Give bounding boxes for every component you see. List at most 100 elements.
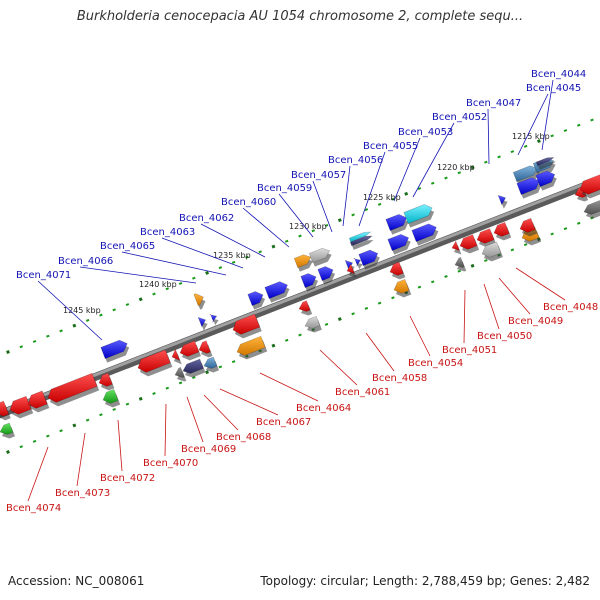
gene-label-bcen_4057[interactable]: Bcen_4057 bbox=[291, 170, 346, 181]
gene-label-bcen_4060[interactable]: Bcen_4060 bbox=[221, 197, 276, 208]
reverse-gene[interactable] bbox=[47, 372, 98, 403]
reverse-leader-line bbox=[186, 396, 204, 443]
outer-tick bbox=[46, 334, 50, 338]
reverse-gene[interactable] bbox=[389, 261, 404, 276]
reverse-gene[interactable] bbox=[393, 278, 410, 294]
gene-label-bcen_4045[interactable]: Bcen_4045 bbox=[526, 83, 581, 94]
forward-gene[interactable] bbox=[535, 157, 555, 167]
gene-label-bcen_4070[interactable]: Bcen_4070 bbox=[143, 458, 198, 469]
forward-gene[interactable] bbox=[100, 339, 128, 359]
gene-label-bcen_4048[interactable]: Bcen_4048 bbox=[543, 302, 598, 313]
summary-text: Topology: circular; Length: 2,788,459 bp… bbox=[260, 574, 590, 588]
gene-label-bcen_4058[interactable]: Bcen_4058 bbox=[372, 373, 427, 384]
forward-gene[interactable] bbox=[348, 231, 372, 243]
inner-tick bbox=[59, 429, 63, 433]
reverse-gene[interactable] bbox=[583, 200, 600, 215]
gene-label-bcen_4067[interactable]: Bcen_4067 bbox=[256, 417, 311, 428]
ruler-labels: 1215 kbp 1220 kbp 1225 kbp 1230 kbp 1235 kbp… bbox=[63, 132, 550, 315]
gene-label-bcen_4050[interactable]: Bcen_4050 bbox=[477, 331, 532, 342]
gene-label-bcen_4054[interactable]: Bcen_4054 bbox=[408, 358, 463, 369]
reverse-leader-line bbox=[219, 388, 279, 416]
ruler-label: 1230 kbp bbox=[289, 222, 327, 231]
forward-leader-line bbox=[242, 207, 290, 248]
reverse-gene[interactable] bbox=[198, 340, 211, 354]
forward-gene[interactable] bbox=[208, 313, 218, 323]
gene-label-bcen_4059[interactable]: Bcen_4059 bbox=[257, 183, 312, 194]
forward-gene[interactable] bbox=[193, 293, 204, 306]
reverse-gene[interactable] bbox=[232, 313, 261, 335]
gene-label-bcen_4061[interactable]: Bcen_4061 bbox=[335, 387, 390, 398]
label-leaders bbox=[27, 79, 566, 502]
reverse-gene[interactable] bbox=[27, 390, 48, 409]
reverse-gene[interactable] bbox=[137, 349, 171, 373]
gene-label-bcen_4056[interactable]: Bcen_4056 bbox=[328, 155, 383, 166]
inner-tick bbox=[205, 370, 210, 375]
gene-labels: Bcen_4044 Bcen_4045 Bcen_4047 Bcen_4052 Bcen… bbox=[6, 69, 598, 514]
inner-tick bbox=[271, 343, 276, 348]
reverse-gene[interactable] bbox=[454, 257, 465, 268]
forward-gene[interactable] bbox=[358, 249, 379, 266]
reverse-gene[interactable] bbox=[481, 241, 502, 258]
forward-gene[interactable] bbox=[497, 194, 507, 206]
gene-label-bcen_4073[interactable]: Bcen_4073 bbox=[55, 488, 110, 499]
forward-gene[interactable] bbox=[535, 170, 556, 187]
reverse-gene[interactable] bbox=[203, 356, 218, 369]
gene-label-bcen_4069[interactable]: Bcen_4069 bbox=[181, 444, 236, 455]
forward-gene[interactable] bbox=[352, 257, 362, 267]
reverse-leader-line bbox=[117, 419, 123, 472]
forward-gene[interactable] bbox=[512, 165, 538, 183]
reverse-gene[interactable] bbox=[236, 335, 266, 356]
forward-gene[interactable] bbox=[300, 273, 317, 288]
forward-gene[interactable] bbox=[264, 281, 288, 299]
reverse-gene[interactable] bbox=[451, 240, 460, 251]
gene-label-bcen_4064[interactable]: Bcen_4064 bbox=[296, 403, 351, 414]
gene-label-bcen_4047[interactable]: Bcen_4047 bbox=[466, 98, 521, 109]
forward-gene[interactable] bbox=[387, 233, 410, 251]
reverse-gene[interactable] bbox=[304, 315, 321, 329]
gene-label-bcen_4065[interactable]: Bcen_4065 bbox=[100, 241, 155, 252]
reverse-gene[interactable] bbox=[102, 388, 119, 404]
forward-gene[interactable] bbox=[293, 254, 312, 269]
forward-gene[interactable] bbox=[403, 204, 433, 224]
gene-label-bcen_4071[interactable]: Bcen_4071 bbox=[16, 270, 71, 281]
reverse-gene[interactable] bbox=[298, 300, 311, 312]
gene-label-bcen_4044[interactable]: Bcen_4044 bbox=[531, 69, 586, 80]
ruler-label: 1220 kbp bbox=[437, 163, 475, 172]
gene-label-bcen_4062[interactable]: Bcen_4062 bbox=[179, 213, 234, 224]
forward-gene[interactable] bbox=[317, 266, 334, 281]
gene-label-bcen_4066[interactable]: Bcen_4066 bbox=[58, 256, 113, 267]
reverse-gene[interactable] bbox=[476, 228, 495, 244]
forward-gene[interactable] bbox=[247, 291, 264, 306]
gene-label-bcen_4051[interactable]: Bcen_4051 bbox=[442, 345, 497, 356]
forward-gene[interactable] bbox=[197, 316, 207, 328]
reverse-gene[interactable] bbox=[459, 234, 478, 250]
gene-label-bcen_4052[interactable]: Bcen_4052 bbox=[432, 112, 487, 123]
reverse-gene[interactable] bbox=[182, 358, 204, 374]
gene-label-bcen_4063[interactable]: Bcen_4063 bbox=[140, 227, 195, 238]
reverse-gene[interactable] bbox=[179, 340, 200, 357]
reverse-gene[interactable] bbox=[0, 400, 10, 417]
gene-label-bcen_4049[interactable]: Bcen_4049 bbox=[508, 316, 563, 327]
reverse-gene[interactable] bbox=[519, 217, 536, 233]
gene-label-bcen_4068[interactable]: Bcen_4068 bbox=[216, 432, 271, 443]
reverse-gene[interactable] bbox=[0, 422, 14, 435]
reverse-gene[interactable] bbox=[171, 348, 181, 361]
forward-gene[interactable] bbox=[516, 177, 540, 195]
gene-label-bcen_4074[interactable]: Bcen_4074 bbox=[6, 503, 61, 514]
gene-label-bcen_4053[interactable]: Bcen_4053 bbox=[398, 127, 453, 138]
gene-label-bcen_4055[interactable]: Bcen_4055 bbox=[363, 141, 418, 152]
reverse-gene[interactable] bbox=[493, 221, 510, 237]
inner-tick bbox=[470, 263, 475, 268]
reverse-gene[interactable] bbox=[98, 372, 113, 387]
reverse-gene[interactable] bbox=[579, 174, 600, 195]
forward-gene[interactable] bbox=[308, 247, 331, 264]
forward-gene[interactable] bbox=[411, 223, 437, 242]
reverse-gene[interactable] bbox=[9, 395, 32, 415]
forward-gene[interactable] bbox=[385, 213, 408, 231]
reverse-gene[interactable] bbox=[346, 263, 355, 274]
reverse-gene[interactable] bbox=[174, 367, 185, 378]
gene-label-bcen_4072[interactable]: Bcen_4072 bbox=[100, 473, 155, 484]
outer-tick bbox=[311, 229, 316, 233]
forward-gene[interactable] bbox=[349, 235, 373, 247]
